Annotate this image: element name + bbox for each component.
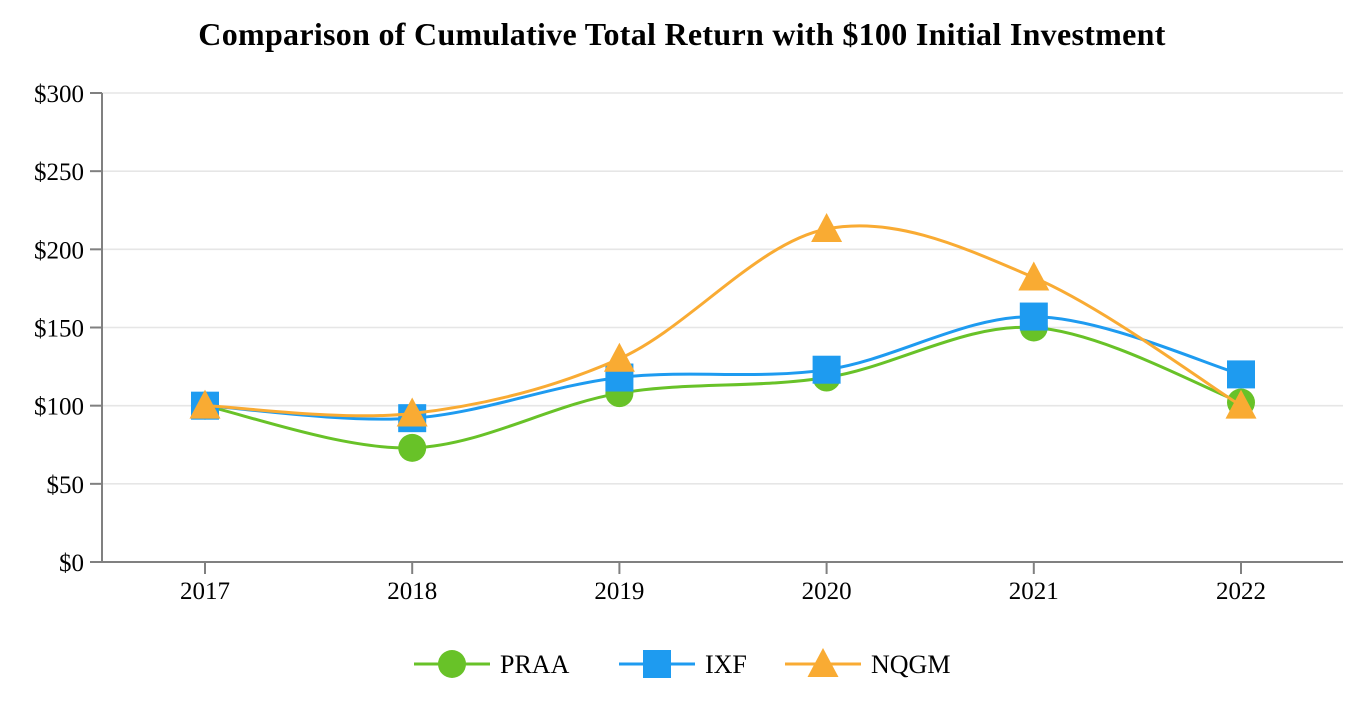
series-line [204,224,1242,418]
y-axis-tick-label: $0 [59,550,84,577]
series-ixf [191,302,1255,433]
y-axis-tick-label: $50 [47,472,85,499]
legend-label: PRAA [500,650,570,679]
legend-item-ixf: IXF [619,650,747,679]
series-marker [811,213,843,243]
x-axis-tick-label: 2020 [802,578,852,605]
y-axis-tick-label: $300 [34,81,84,108]
data-series [189,213,1257,462]
legend-label: IXF [705,650,747,679]
y-axis-tick-label: $150 [34,316,84,343]
gridlines [102,92,1343,485]
series-marker [812,355,841,384]
x-axis-tick-label: 2021 [1009,578,1059,605]
series-marker [1019,302,1048,331]
series-marker [398,433,427,462]
legend-label: NQGM [871,650,950,679]
series-marker [603,342,635,372]
series-marker [1225,389,1257,419]
series-nqgm [189,213,1257,427]
series-marker [189,389,221,419]
series-marker [396,397,428,427]
legend-item-praa: PRAA [414,650,570,679]
axes: $0 $50 $100 $150 $200 $250 $300 2017 2018 2019 202… [34,81,1343,605]
x-axis-tick-label: 2022 [1216,578,1266,605]
x-axis-tick-label: 2019 [594,578,644,605]
series-line [204,315,1242,421]
series-line [204,325,1242,450]
series-praa [191,313,1255,462]
legend-marker-icon [807,648,839,677]
legend-item-nqgm: NQGM [785,648,950,679]
y-axis-tick-label: $250 [34,159,84,186]
chart-title: Comparison of Cumulative Total Return wi… [198,16,1166,52]
legend-marker-icon [438,650,466,678]
x-axis-tick-label: 2018 [387,578,437,605]
x-axis-tick-label: 2017 [180,578,230,605]
series-marker [1018,261,1050,291]
legend: PRAA IXF NQGM [414,648,950,679]
legend-marker-icon [643,650,671,678]
series-marker [1227,360,1255,389]
y-axis-tick-label: $100 [34,394,84,421]
y-axis-tick-label: $200 [34,237,84,264]
